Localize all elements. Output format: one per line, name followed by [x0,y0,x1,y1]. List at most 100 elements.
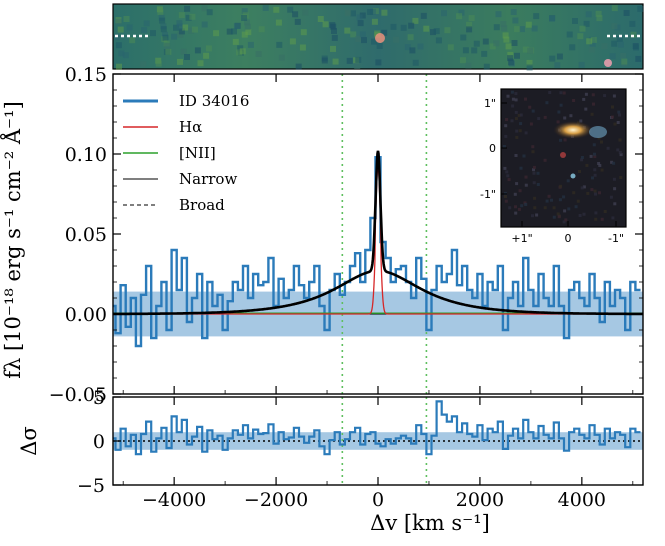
strip-noise-pixel [185,14,192,21]
strip-noise-pixel [508,59,514,66]
strip-noise-pixel [289,38,296,45]
spectrum-panel: −0.05 0.00 0.05 0.10 0.15 ID 34016 Hα [NII] … [49,64,644,406]
legend: ID 34016 Hα [NII] Narrow Broad [123,92,249,214]
strip-noise-pixel [420,12,427,19]
strip-noise-pixel [164,43,171,50]
y-tick-label: 0.05 [65,224,107,246]
strip-noise-pixel [173,24,179,31]
strip-noise-pixel [611,5,618,12]
strip-noise-pixel [511,40,518,46]
inset-noise-pixel [616,121,620,124]
inset-noise-pixel [533,206,537,210]
inset-companion [589,126,607,138]
strip-noise-pixel [611,23,618,30]
x-tick-label: 2000 [456,489,504,511]
inset-noise-pixel [586,191,590,195]
strip-noise-pixel [184,54,190,60]
strip-noise-pixel [159,17,166,24]
inset-frame [500,88,627,228]
inset-noise-pixel [559,103,563,107]
strip-noise-pixel [178,12,185,19]
inset-noise-pixel [504,199,508,203]
inset-noise-pixel [594,211,598,215]
inset-noise-pixel [564,218,568,222]
inset-noise-pixel [515,135,519,139]
inset-noise-pixel [609,195,613,199]
strip-noise-pixel [447,44,454,51]
strip-noise-pixel [178,28,185,35]
strip-noise-pixel [239,48,246,55]
strip-noise-pixel [409,47,416,54]
strip-noise-pixel [206,9,213,16]
inset-noise-pixel [582,185,586,189]
inset-noise-pixel [603,94,607,98]
strip-noise-pixel [527,47,534,54]
inset-noise-pixel [535,213,539,217]
inset-red-source [560,152,566,158]
inset-noise-pixel [517,207,521,211]
strip-noise-pixel [585,11,592,18]
strip-noise-pixel [510,9,517,15]
strip-noise-pixel [482,38,489,45]
inset-noise-pixel [569,114,573,118]
inset-noise-pixel [600,140,603,144]
strip-noise-pixel [407,34,414,41]
y-tick-label: 0.15 [65,64,107,86]
strip-noise-pixel [141,27,148,34]
inset-noise-pixel [507,178,511,182]
strip-noise-pixel [355,56,362,63]
inset-noise-pixel [600,168,604,172]
inset-noise-pixel [531,150,535,154]
strip-noise-pixel [404,44,411,51]
strip-noise-pixel [171,33,178,40]
inset-x-tick-label: -1" [608,232,624,245]
inset-noise-pixel [562,220,566,224]
strip-noise-pixel [143,20,150,27]
strip-noise-pixel [526,64,533,71]
strip-noise-pixel [579,25,586,32]
strip-noise-pixel [400,24,407,31]
strip-noise-pixel [460,34,467,41]
strip-noise-pixel [344,27,351,34]
legend-label-observed: ID 34016 [179,92,249,110]
inset-noise-pixel [524,97,527,101]
strip-noise-pixel [577,33,584,40]
inset-noise-pixel [593,168,597,172]
legend-label-halpha: Hα [179,118,202,136]
strip-noise-pixel [122,52,129,59]
inset-noise-pixel [545,199,549,203]
strip-noise-pixel [495,11,502,18]
strip-noise-pixel [203,52,210,59]
residual-line [113,400,641,456]
strip-noise-pixel [244,19,250,26]
strip-noise-pixel [176,20,183,27]
strip-noise-pixel [350,10,356,17]
inset-noise-pixel [519,113,523,117]
strip-noise-pixel [595,10,602,17]
inset-noise-pixel [524,131,528,135]
strip-noise-pixel [357,20,364,27]
strip-noise-pixel [332,58,339,65]
inset-galaxy [553,121,593,139]
inset-noise-pixel [574,205,578,209]
residual-y-tick-label: −5 [77,475,105,497]
inset-noise-pixel [514,110,518,114]
strip-noise-pixel [177,31,184,38]
strip-noise-pixel [556,53,563,60]
strip-noise-pixel [507,55,514,62]
strip-noise-pixel [330,45,336,52]
strip-noise-pixel [381,9,388,16]
strip-noise-pixel [300,29,307,36]
legend-item-broad: Broad [123,196,225,214]
inset-noise-pixel [533,196,537,200]
strip-noise-pixel [184,5,191,12]
inset-noise-pixel [593,155,597,159]
inset-noise-pixel [502,145,506,148]
inset-noise-pixel [518,189,522,193]
inset-noise-pixel [594,217,598,221]
inset-noise-pixel [582,212,586,216]
strip-noise-pixel [512,17,519,24]
x-tick-label: −4000 [142,489,206,511]
strip-noise-pixel [466,26,473,33]
inset-noise-pixel [537,117,541,121]
